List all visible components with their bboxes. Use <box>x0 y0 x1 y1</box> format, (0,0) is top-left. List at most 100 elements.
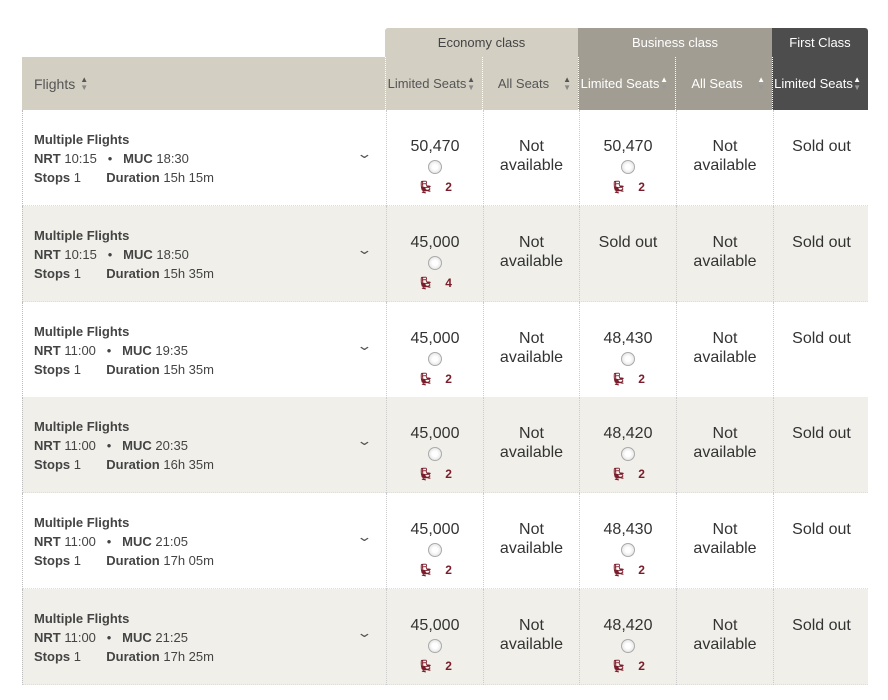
fare-cell-economy-all: Not available <box>483 397 579 494</box>
fare-cell-business-limited[interactable]: 50,470 💺︎ 2 <box>579 110 676 206</box>
fare-radio[interactable] <box>621 160 635 174</box>
fare-status: Sold out <box>792 521 851 539</box>
fare-cell-economy-all: Not available <box>483 301 579 398</box>
flight-info: Multiple Flights NRT 10:15 • MUC 18:30 S… <box>34 132 214 185</box>
flight-title: Multiple Flights <box>34 611 130 626</box>
departure-time: 11:00 <box>64 630 96 645</box>
fare-cell-business-limited[interactable]: 48,430 💺︎ 2 <box>579 301 676 398</box>
expand-chevron-icon[interactable]: ⌄ <box>356 529 373 545</box>
flight-title: Multiple Flights <box>34 227 130 243</box>
fare-cell-business-limited[interactable]: 48,430 💺︎ 2 <box>579 493 676 590</box>
fare-status: Not available <box>693 425 757 462</box>
fare-status: Not available <box>499 138 564 174</box>
arrival-time: 18:50 <box>156 246 189 262</box>
economy-class-header: Economy class <box>385 28 578 57</box>
fare-price: 45,000 <box>410 329 460 347</box>
flight-info: Multiple Flights NRT 10:15 • MUC 18:50 S… <box>34 227 214 281</box>
sort-arrows-icon[interactable]: ▲ ▼ <box>80 74 89 92</box>
duration-value: 15h 35m <box>163 265 214 281</box>
flight-title: Multiple Flights <box>34 323 130 339</box>
flight-row: Multiple Flights NRT 11:00 • MUC 20:35 S… <box>22 397 868 494</box>
stops-label: Stops <box>34 457 71 473</box>
fare-radio[interactable] <box>428 255 442 270</box>
stops-label: Stops <box>34 649 71 664</box>
fare-radio[interactable] <box>621 639 635 653</box>
fare-radio[interactable] <box>428 639 442 653</box>
departure-time: 10:15 <box>64 246 97 262</box>
sort-flights-header[interactable]: Flights ▲ ▼ <box>22 57 385 110</box>
flight-title: Multiple Flights <box>34 419 130 435</box>
seats-left: 2 <box>638 180 645 194</box>
destination-code: MUC <box>123 151 153 166</box>
expand-chevron-icon[interactable]: ⌄ <box>356 625 373 640</box>
destination-code: MUC <box>122 534 152 550</box>
sort-business-all-header[interactable]: All Seats ▲ ▼ <box>675 57 772 110</box>
seats-left: 2 <box>445 371 452 386</box>
origin-code: NRT <box>34 342 61 358</box>
destination-code: MUC <box>122 438 152 454</box>
seats-left: 2 <box>445 180 452 194</box>
fare-radio[interactable] <box>621 447 635 462</box>
seats-left: 2 <box>638 659 645 673</box>
fare-status: Not available <box>499 617 564 653</box>
business-class-header: Business class <box>578 28 772 57</box>
column-label: All Seats <box>497 75 550 91</box>
seats-left: 2 <box>445 563 452 578</box>
sort-arrows-icon[interactable]: ▲ ▼ <box>853 75 861 92</box>
fare-cell-economy-all: Not available <box>483 205 579 302</box>
fare-price: 45,000 <box>410 521 460 539</box>
sort-arrows-icon[interactable]: ▲ ▼ <box>757 75 765 92</box>
fare-cell-first-limited: Sold out <box>773 493 869 590</box>
fare-cell-business-all: Not available <box>676 110 773 206</box>
fare-price: 48,430 <box>603 521 653 539</box>
fare-cell-business-limited[interactable]: 48,420 💺︎ 2 <box>579 397 676 494</box>
duration-value: 16h 35m <box>163 457 214 473</box>
fare-cell-business-limited[interactable]: 48,420 💺︎ 2 <box>579 589 676 685</box>
expand-chevron-icon[interactable]: ⌄ <box>356 241 373 257</box>
fare-cell-economy-limited[interactable]: 45,000 💺︎ 2 <box>386 301 483 398</box>
expand-chevron-icon[interactable]: ⌄ <box>356 146 373 161</box>
sort-business-limited-header[interactable]: Limited Seats ▲ ▼ <box>578 57 675 110</box>
expand-chevron-icon[interactable]: ⌄ <box>356 433 373 449</box>
column-label: Limited Seats <box>774 75 853 91</box>
sort-first-limited-header[interactable]: Limited Seats ▲ ▼ <box>772 57 868 110</box>
sort-economy-limited-header[interactable]: Limited Seats ▲ ▼ <box>385 57 482 110</box>
fare-cell-economy-limited[interactable]: 45,000 💺︎ 4 <box>386 205 483 302</box>
stops-label: Stops <box>34 553 71 569</box>
fare-cell-economy-all: Not available <box>483 493 579 590</box>
fare-radio[interactable] <box>621 351 635 366</box>
arrival-time: 19:35 <box>155 342 188 358</box>
fare-cell-economy-limited[interactable]: 50,470 💺︎ 2 <box>386 110 483 206</box>
fare-cell-economy-limited[interactable]: 45,000 💺︎ 2 <box>386 589 483 685</box>
fare-radio[interactable] <box>428 160 442 174</box>
fare-cell-economy-limited[interactable]: 45,000 💺︎ 2 <box>386 493 483 590</box>
column-label: Limited Seats <box>580 75 660 91</box>
column-label: Limited Seats <box>387 75 467 91</box>
fare-radio[interactable] <box>428 351 442 366</box>
fare-status: Sold out <box>792 329 851 347</box>
fare-price: 50,470 <box>603 138 653 155</box>
fare-radio[interactable] <box>621 543 635 558</box>
sort-arrows-icon[interactable]: ▲ ▼ <box>563 75 571 92</box>
seat-icon: 💺︎ <box>418 467 434 482</box>
destination-code: MUC <box>122 342 152 358</box>
sort-arrows-icon[interactable]: ▲ ▼ <box>660 75 668 92</box>
seats-left: 2 <box>638 563 645 578</box>
stops-value: 1 <box>73 170 81 185</box>
fare-cell-first-limited: Sold out <box>773 589 869 685</box>
fare-radio[interactable] <box>428 447 442 462</box>
expand-chevron-icon[interactable]: ⌄ <box>356 337 373 353</box>
sort-economy-all-header[interactable]: All Seats ▲ ▼ <box>482 57 578 110</box>
fare-status: Not available <box>693 617 757 653</box>
fare-cell-business-all: Not available <box>676 397 773 494</box>
duration-label: Duration <box>106 170 160 185</box>
sort-arrows-icon[interactable]: ▲ ▼ <box>467 75 475 92</box>
fare-cell-business-limited: Sold out <box>579 205 676 302</box>
fare-status: Sold out <box>598 233 658 251</box>
fare-status: Not available <box>693 138 757 174</box>
seat-icon: 💺︎ <box>418 563 434 578</box>
duration-label: Duration <box>106 361 160 377</box>
destination-code: MUC <box>123 246 153 262</box>
fare-radio[interactable] <box>428 543 442 558</box>
fare-cell-economy-limited[interactable]: 45,000 💺︎ 2 <box>386 397 483 494</box>
